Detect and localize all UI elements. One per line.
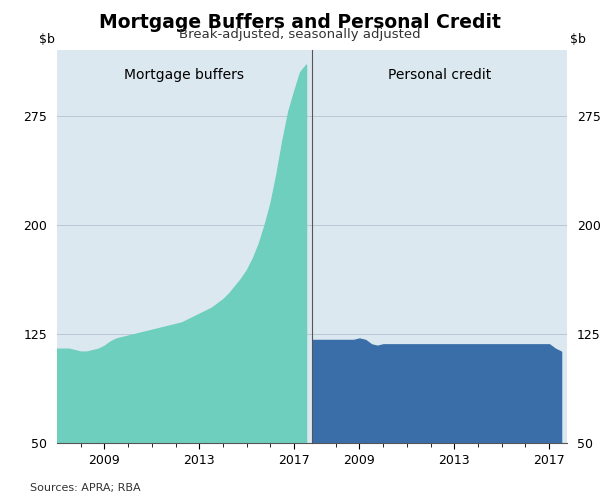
Text: Sources: APRA; RBA: Sources: APRA; RBA	[30, 483, 140, 493]
Text: $b: $b	[569, 33, 586, 46]
Text: $b: $b	[38, 33, 55, 46]
Text: Mortgage buffers: Mortgage buffers	[125, 68, 245, 82]
Text: Break-adjusted, seasonally adjusted: Break-adjusted, seasonally adjusted	[179, 28, 421, 41]
Text: Mortgage Buffers and Personal Credit: Mortgage Buffers and Personal Credit	[99, 13, 501, 32]
Text: Personal credit: Personal credit	[388, 68, 491, 82]
